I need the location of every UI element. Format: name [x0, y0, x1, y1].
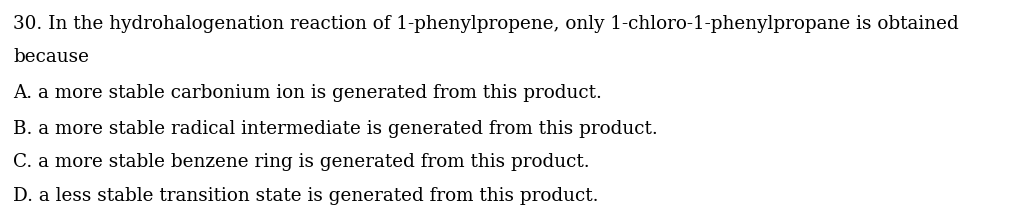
- Text: B. a more stable radical intermediate is generated from this product.: B. a more stable radical intermediate is…: [13, 120, 658, 138]
- Text: A. a more stable carbonium ion is generated from this product.: A. a more stable carbonium ion is genera…: [13, 84, 602, 102]
- Text: 30. In the hydrohalogenation reaction of 1-phenylpropene, only 1-chloro-1-phenyl: 30. In the hydrohalogenation reaction of…: [13, 15, 959, 33]
- Text: D. a less stable transition state is generated from this product.: D. a less stable transition state is gen…: [13, 187, 599, 205]
- Text: C. a more stable benzene ring is generated from this product.: C. a more stable benzene ring is generat…: [13, 153, 590, 171]
- Text: because: because: [13, 48, 89, 66]
